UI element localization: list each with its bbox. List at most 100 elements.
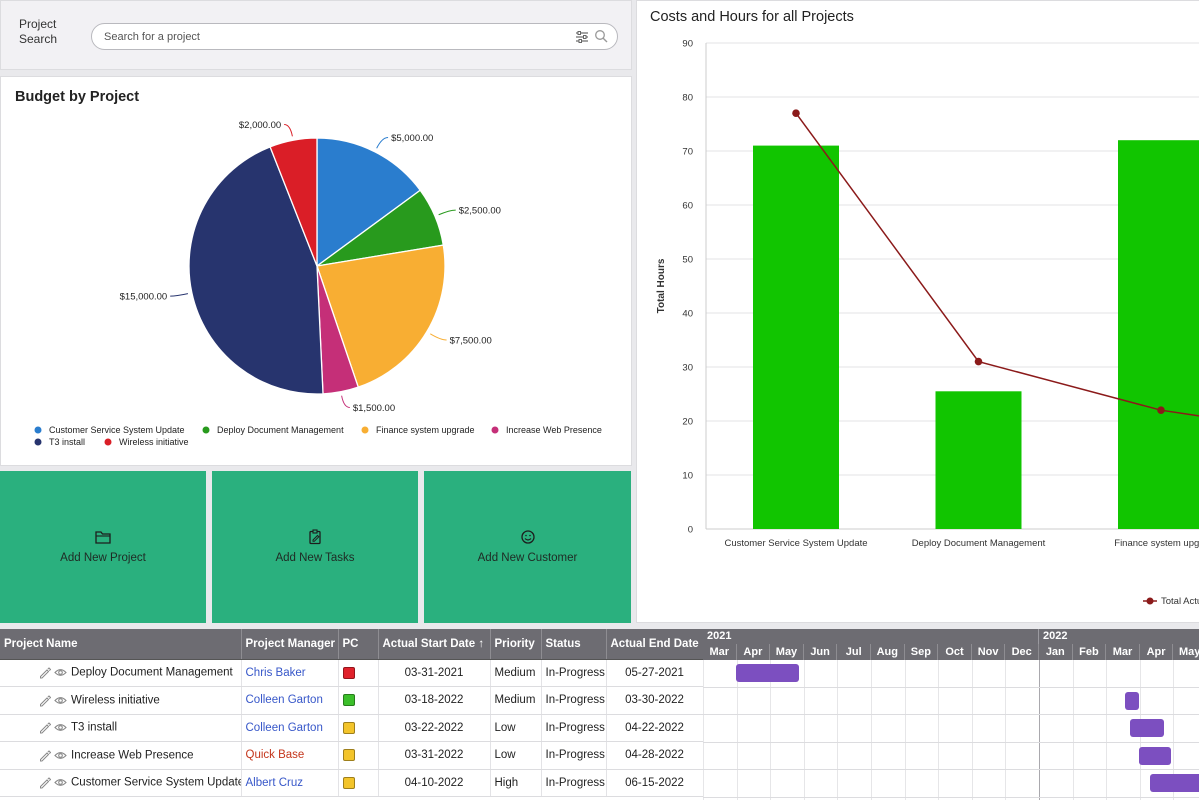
pie-slice-t3-install[interactable] <box>188 146 324 395</box>
column-header-project-manager[interactable]: Project Manager <box>241 629 339 660</box>
project-manager-link[interactable]: Quick Base <box>245 749 305 762</box>
project-name[interactable]: Customer Service System Update <box>71 776 241 789</box>
edit-pencil-icon[interactable] <box>38 666 51 679</box>
view-eye-icon[interactable] <box>54 776 67 789</box>
legend-marker <box>34 438 42 446</box>
edit-pencil-icon[interactable] <box>38 694 51 707</box>
x-category-label: Customer Service System Update <box>724 538 867 549</box>
gantt-bar[interactable] <box>735 664 800 682</box>
x-category-label: Deploy Document Management <box>912 538 1046 549</box>
view-eye-icon[interactable] <box>54 666 67 679</box>
x-category-label: Finance system upgra <box>1114 538 1199 549</box>
project-manager-link[interactable]: Albert Cruz <box>245 776 304 789</box>
pie-slice-finance-system-upgrade[interactable] <box>316 244 446 388</box>
project-manager-link[interactable]: Colleen Garton <box>245 694 323 707</box>
status-cell: In-Progress <box>541 741 607 770</box>
view-eye-icon[interactable] <box>54 749 67 762</box>
table-row[interactable]: Deploy Document Management Chris Baker 03-… <box>0 659 703 687</box>
legend-item[interactable]: Finance system upgrade <box>376 425 475 435</box>
gantt-month-header: Sep <box>904 644 939 660</box>
table-row[interactable]: T3 install Colleen Garton 03-22-2022 Low In-… <box>0 714 703 742</box>
project-manager-link[interactable]: Chris Baker <box>245 666 306 679</box>
smiley-icon <box>520 530 535 544</box>
gantt-gridline <box>736 660 738 800</box>
pc-status-icon <box>342 666 355 679</box>
gantt-month-header: Jan <box>1039 644 1073 660</box>
view-eye-icon[interactable] <box>54 694 67 707</box>
pc-cell <box>338 741 379 770</box>
y-tick-label: 10 <box>682 471 693 482</box>
table-header-row: Project Name Project Manager PC Actual S… <box>0 629 703 660</box>
column-header-actual-end-date[interactable]: Actual End Date <box>606 629 703 660</box>
project-manager-cell: Colleen Garton <box>241 714 339 742</box>
gantt-bar[interactable] <box>1138 746 1172 765</box>
bar-total-hours[interactable] <box>753 145 839 529</box>
column-header-project-name[interactable]: Project Name <box>0 629 242 660</box>
gantt-gridline <box>1173 660 1175 800</box>
gantt-row <box>703 688 1199 715</box>
legend-item[interactable]: Deploy Document Management <box>217 425 344 435</box>
pie-slice-customer-service-system-update[interactable] <box>316 137 422 268</box>
pie-value-label: $15,000.00 <box>120 292 168 303</box>
actual-end-date-cell: 04-28-2022 <box>606 741 703 770</box>
column-header-priority[interactable]: Priority <box>490 629 542 660</box>
search-box[interactable] <box>91 23 618 50</box>
gantt-bar[interactable] <box>1129 719 1165 737</box>
actual-end-date-cell: 04-22-2022 <box>606 714 703 742</box>
bar-total-hours[interactable] <box>935 391 1022 529</box>
edit-pencil-icon[interactable] <box>38 749 51 762</box>
add-new-customer-label: Add New Customer <box>477 552 578 564</box>
pc-status-icon <box>342 694 355 707</box>
pie-label-connector <box>170 293 189 297</box>
project-name[interactable]: Wireless initiative <box>71 694 160 707</box>
legend-marker <box>34 426 42 434</box>
project-name[interactable]: T3 install <box>71 721 118 734</box>
line-point[interactable] <box>974 357 983 366</box>
gantt-month-header: May <box>1173 644 1199 660</box>
view-eye-icon[interactable] <box>54 721 67 734</box>
project-name[interactable]: Increase Web Presence <box>71 749 194 762</box>
legend-item[interactable]: Customer Service System Update <box>49 425 185 435</box>
search-icon[interactable] <box>594 29 608 43</box>
legend-item[interactable]: Wireless initiative <box>119 437 189 447</box>
project-name-cell: Wireless initiative <box>0 686 242 715</box>
legend-item[interactable]: T3 install <box>49 437 85 447</box>
add-new-customer-tile[interactable]: Add New Customer <box>424 471 631 623</box>
gantt-gridline <box>1106 660 1108 800</box>
gantt-gridline <box>703 660 704 800</box>
legend-item[interactable]: Total Actu <box>1161 596 1199 607</box>
line-point[interactable] <box>1157 406 1165 415</box>
row-actions <box>38 694 67 707</box>
table-row[interactable]: Wireless initiative Colleen Garton 03-18-2… <box>0 686 703 715</box>
budget-chart-title: Budget by Project <box>15 89 140 105</box>
gantt-bar[interactable] <box>1124 691 1139 710</box>
pie-value-label: $7,500.00 <box>450 335 492 346</box>
table-row[interactable]: Customer Service System Update Albert Cru… <box>0 769 703 797</box>
y-tick-label: 90 <box>682 39 693 50</box>
status-cell: In-Progress <box>541 659 607 687</box>
legend-marker <box>202 426 210 434</box>
gantt-month-header: Jun <box>803 644 838 660</box>
column-header-actual-start-date[interactable]: Actual Start Date ↑ <box>378 629 491 660</box>
bar-total-hours[interactable] <box>1118 140 1199 529</box>
gantt-gridline <box>837 660 839 800</box>
project-manager-link[interactable]: Colleen Garton <box>245 721 323 734</box>
priority-cell: Low <box>490 714 542 742</box>
gantt-bar[interactable] <box>1149 774 1199 792</box>
y-tick-label: 40 <box>682 309 693 320</box>
legend-item[interactable]: Increase Web Presence <box>506 425 602 435</box>
filter-sliders-icon[interactable] <box>575 30 589 44</box>
project-name[interactable]: Deploy Document Management <box>71 666 233 679</box>
folder-icon <box>95 531 111 544</box>
column-header-status[interactable]: Status <box>541 629 607 660</box>
add-new-tasks-tile[interactable]: Add New Tasks <box>212 471 418 623</box>
add-new-project-tile[interactable]: Add New Project <box>0 471 206 623</box>
table-row[interactable]: Increase Web Presence Quick Base 03-31-202… <box>0 741 703 770</box>
edit-pencil-icon[interactable] <box>38 776 51 789</box>
edit-pencil-icon[interactable] <box>38 721 51 734</box>
line-point[interactable] <box>792 109 800 117</box>
column-header-pc[interactable]: PC <box>338 629 379 660</box>
project-search-label: Project Search <box>19 17 58 46</box>
search-input[interactable] <box>102 28 542 45</box>
pie-slice-wireless-initiative[interactable] <box>269 137 318 267</box>
